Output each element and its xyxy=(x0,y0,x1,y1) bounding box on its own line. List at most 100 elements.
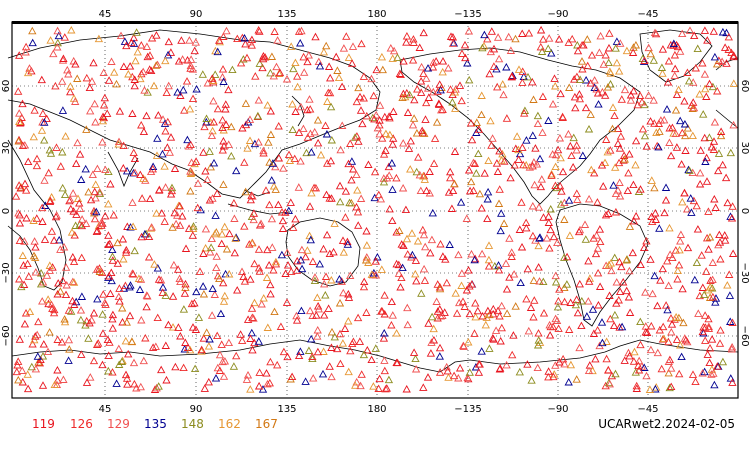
station-marker xyxy=(511,302,520,310)
station-marker xyxy=(297,245,307,254)
station-marker xyxy=(648,217,657,226)
station-marker xyxy=(162,88,171,97)
station-marker xyxy=(64,356,73,364)
station-marker xyxy=(598,338,607,347)
station-marker xyxy=(259,54,268,63)
station-marker xyxy=(693,44,702,53)
station-marker xyxy=(645,385,655,393)
station-marker xyxy=(672,40,681,49)
station-marker xyxy=(611,44,620,52)
station-marker xyxy=(501,259,511,267)
station-marker xyxy=(259,146,268,155)
station-marker xyxy=(612,278,621,286)
station-marker xyxy=(104,366,113,375)
station-marker xyxy=(409,348,419,356)
station-marker xyxy=(19,261,28,269)
station-marker xyxy=(265,378,274,387)
station-marker xyxy=(397,273,406,282)
station-marker xyxy=(343,240,352,248)
station-marker xyxy=(240,277,250,285)
station-marker xyxy=(380,366,389,375)
station-marker xyxy=(545,244,554,252)
station-marker xyxy=(496,336,505,345)
station-marker xyxy=(90,99,99,108)
station-marker xyxy=(421,242,430,251)
station-marker xyxy=(91,180,100,188)
station-marker xyxy=(256,219,266,228)
legend-value: 148 xyxy=(181,417,204,431)
station-marker xyxy=(240,158,249,166)
station-marker xyxy=(623,186,632,195)
station-marker xyxy=(43,347,53,356)
station-marker xyxy=(68,189,78,197)
station-marker xyxy=(502,360,511,369)
legend-value: 129 xyxy=(107,417,130,431)
station-marker xyxy=(24,272,33,280)
station-marker xyxy=(384,162,393,171)
station-marker xyxy=(417,289,426,297)
station-marker xyxy=(249,314,258,322)
station-marker xyxy=(207,311,217,319)
station-marker xyxy=(560,215,569,223)
station-marker xyxy=(355,92,365,101)
station-marker xyxy=(705,79,714,88)
station-marker xyxy=(663,256,672,265)
station-marker xyxy=(425,188,434,197)
station-marker xyxy=(67,25,76,34)
station-marker xyxy=(174,57,184,65)
station-marker xyxy=(606,314,615,323)
station-marker xyxy=(577,57,587,65)
station-marker xyxy=(95,267,104,275)
station-marker xyxy=(291,58,300,67)
station-marker xyxy=(195,267,205,275)
station-marker xyxy=(260,53,270,61)
station-marker xyxy=(224,338,234,347)
station-marker xyxy=(472,118,481,126)
station-marker xyxy=(474,359,484,368)
station-marker xyxy=(427,235,437,244)
station-marker xyxy=(580,220,590,228)
station-marker xyxy=(544,116,553,124)
station-marker xyxy=(593,325,602,334)
station-marker xyxy=(590,76,599,84)
station-marker xyxy=(75,220,84,228)
station-marker xyxy=(68,296,77,305)
station-marker xyxy=(613,124,623,133)
station-marker xyxy=(651,215,660,223)
station-marker xyxy=(98,310,107,318)
station-marker xyxy=(705,293,715,301)
station-marker xyxy=(697,251,706,259)
station-marker xyxy=(663,305,672,314)
station-marker xyxy=(494,199,504,207)
station-marker xyxy=(85,318,94,327)
station-marker xyxy=(232,351,241,360)
station-marker xyxy=(577,296,586,305)
station-marker xyxy=(532,160,542,168)
station-marker xyxy=(160,162,169,170)
station-marker xyxy=(296,255,306,264)
station-marker xyxy=(46,196,55,204)
station-marker xyxy=(197,347,206,355)
station-marker xyxy=(591,249,601,258)
station-marker xyxy=(588,305,598,313)
station-marker xyxy=(81,164,90,173)
station-marker xyxy=(332,52,341,61)
station-marker xyxy=(356,194,366,202)
station-marker xyxy=(529,95,538,103)
station-marker xyxy=(198,282,208,290)
station-marker xyxy=(495,185,504,193)
station-marker xyxy=(528,201,537,210)
lon-tick-bottom: 90 xyxy=(190,404,203,415)
station-marker xyxy=(31,243,40,251)
station-marker xyxy=(58,106,68,114)
station-marker xyxy=(42,114,51,123)
station-marker xyxy=(125,62,135,70)
station-marker xyxy=(538,128,547,136)
station-marker xyxy=(371,257,380,265)
station-marker xyxy=(243,370,253,379)
station-marker xyxy=(293,256,302,265)
station-marker xyxy=(625,266,634,275)
station-marker xyxy=(448,97,457,106)
station-marker xyxy=(352,202,361,211)
station-marker xyxy=(145,194,155,203)
